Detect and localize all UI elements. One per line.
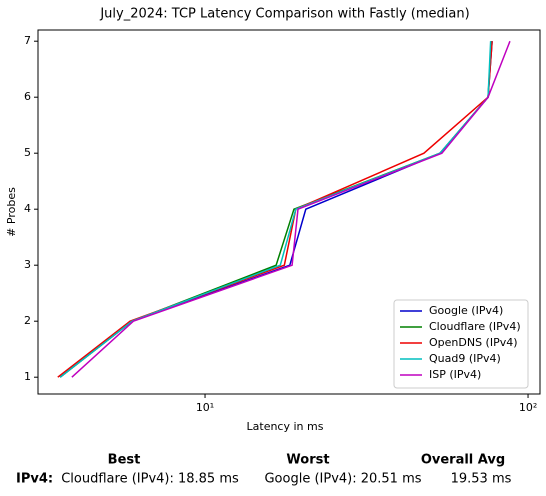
- x-tick-label: 10¹: [196, 401, 214, 414]
- column-header: Worst: [286, 453, 329, 468]
- y-tick-label: 3: [24, 258, 31, 271]
- y-tick-label: 7: [24, 34, 31, 47]
- plot-frame: [37, 29, 541, 395]
- cell: 19.53 ms: [451, 472, 512, 487]
- cell: Cloudflare (IPv4): 18.85 ms: [61, 472, 239, 487]
- chart-title: July_2024: TCP Latency Comparison with F…: [99, 7, 469, 22]
- legend-box: [393, 299, 529, 389]
- y-axis-label: # Probes: [5, 187, 18, 237]
- legend-label: Quad9 (IPv4): [429, 352, 501, 365]
- series-line: [71, 40, 511, 378]
- y-tick-label: 4: [24, 202, 31, 215]
- y-tick-label: 5: [24, 146, 31, 159]
- y-tick-label: 2: [24, 314, 31, 327]
- y-tick-label: 1: [24, 370, 31, 383]
- column-header: Best: [108, 453, 141, 468]
- legend-label: ISP (IPv4): [429, 368, 481, 381]
- legend-label: OpenDNS (IPv4): [429, 336, 518, 349]
- legend-label: Cloudflare (IPv4): [429, 320, 521, 333]
- x-axis-label: Latency in ms: [247, 420, 324, 433]
- y-tick-label: 6: [24, 90, 31, 103]
- row-label: IPv4:: [16, 472, 53, 487]
- cell: Google (IPv4): 20.51 ms: [264, 472, 421, 487]
- column-header: Overall Avg: [421, 453, 505, 468]
- x-tick-label: 10²: [519, 401, 537, 414]
- legend-label: Google (IPv4): [429, 304, 503, 317]
